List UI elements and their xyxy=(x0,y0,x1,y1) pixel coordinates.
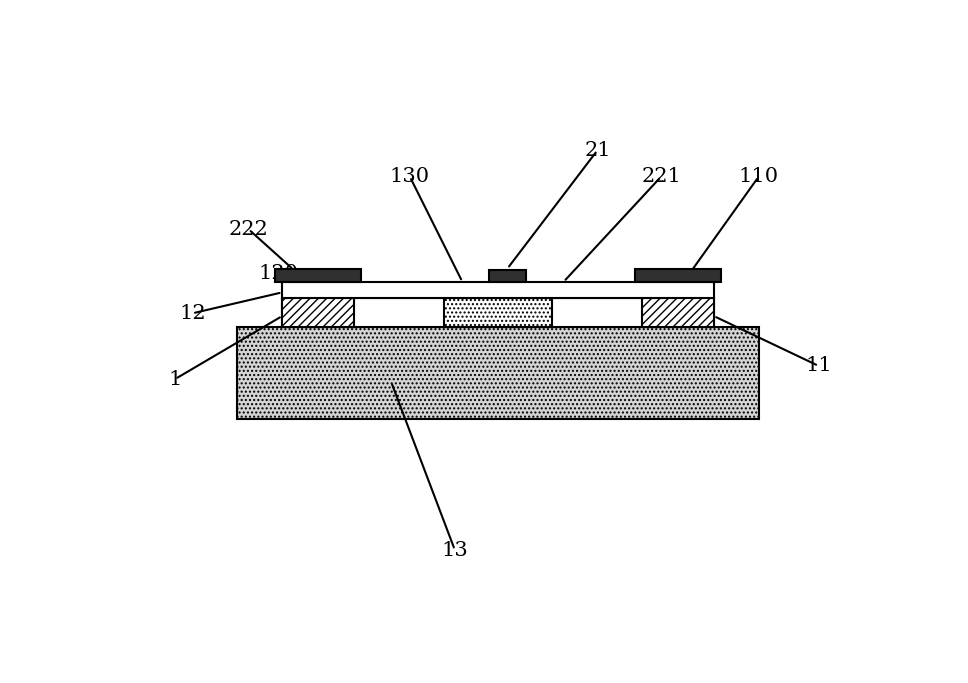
Bar xyxy=(635,268,721,282)
Text: 13: 13 xyxy=(441,540,469,559)
Text: 222: 222 xyxy=(228,220,268,239)
Text: 120: 120 xyxy=(258,264,298,283)
Text: 130: 130 xyxy=(390,167,430,186)
Text: 12: 12 xyxy=(179,304,205,323)
Bar xyxy=(489,270,527,282)
Bar xyxy=(443,298,553,326)
Text: 1: 1 xyxy=(168,370,182,389)
Bar xyxy=(237,326,759,419)
Text: 110: 110 xyxy=(739,167,778,186)
Bar xyxy=(643,298,713,326)
Bar xyxy=(283,298,353,326)
Text: 21: 21 xyxy=(584,141,611,160)
Text: 11: 11 xyxy=(805,357,832,376)
Bar xyxy=(283,282,713,298)
Bar xyxy=(283,298,713,326)
Bar xyxy=(275,268,361,282)
Text: 221: 221 xyxy=(641,167,681,186)
